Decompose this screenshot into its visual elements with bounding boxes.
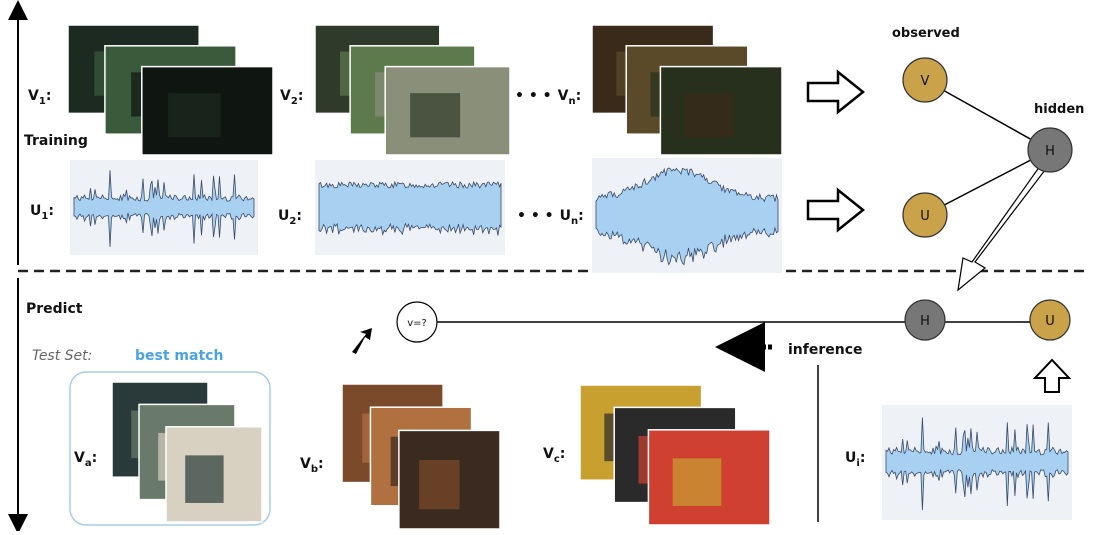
label-sub: a [85, 458, 92, 469]
node-label: H [920, 314, 930, 329]
label-base: U [30, 203, 41, 219]
label-sub: n [568, 96, 575, 107]
label-sub: 1 [39, 96, 46, 107]
label-colon: : [298, 88, 304, 104]
label-base: U [845, 450, 856, 466]
frame-detail [685, 93, 734, 137]
node-label: V [921, 74, 930, 89]
waveform [319, 182, 501, 236]
node-label: U [1045, 314, 1055, 329]
label-colon: : [318, 456, 324, 472]
label-base: U [278, 208, 289, 224]
hidden-label: hidden [1034, 102, 1084, 117]
label-sub: n [571, 216, 578, 227]
label-colon: : [46, 88, 52, 104]
inference-label: inference [788, 342, 863, 358]
frame-detail [410, 93, 460, 137]
label-sub: b [311, 464, 318, 475]
label-base: V [300, 456, 311, 472]
label-base: V [280, 88, 291, 104]
query-label: v=? [407, 318, 427, 329]
label-base: V [28, 88, 39, 104]
label-prefix: • • • [517, 208, 554, 224]
best-match-label: best match [135, 348, 223, 364]
label-sub: 2 [291, 96, 298, 107]
label-prefix: • • • [515, 88, 552, 104]
label-base: U [560, 208, 571, 224]
frame-detail [419, 460, 459, 509]
label-colon: : [860, 450, 866, 466]
label-colon: : [576, 88, 582, 104]
label-sub: 2 [289, 216, 296, 227]
diagram: Training Predict Test Set: best match ob… [0, 0, 1093, 531]
label-colon: : [92, 450, 98, 466]
frame-detail [673, 458, 722, 506]
node-label: U [920, 209, 930, 224]
observed-label: observed [892, 26, 960, 41]
node-label: H [1045, 144, 1055, 159]
label-colon: : [578, 208, 584, 224]
label-colon: : [560, 446, 566, 462]
test-set-label: Test Set: [32, 348, 92, 364]
predict-title: Predict [26, 301, 83, 317]
label-colon: : [296, 208, 302, 224]
frame-detail [168, 93, 220, 137]
frame-detail [185, 455, 223, 503]
label-colon: : [48, 203, 54, 219]
label-base: V [543, 446, 554, 462]
training-title: Training [24, 133, 88, 149]
label-base: V [558, 88, 569, 104]
label-base: V [74, 450, 85, 466]
label-sub: 1 [41, 211, 48, 222]
